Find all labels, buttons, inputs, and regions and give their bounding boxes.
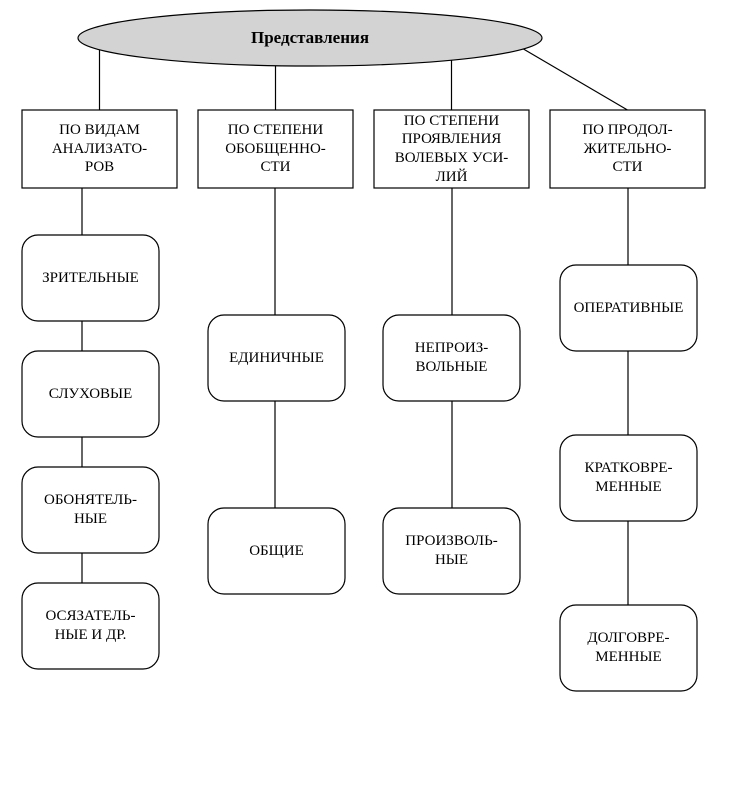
node-label: ПО СТЕПЕНИ ПРОЯВЛЕНИЯ ВОЛЕВЫХ УСИ-ЛИЙ	[378, 112, 525, 186]
node-label: ОСЯЗАТЕЛЬ-НЫЕ И ДР.	[26, 585, 155, 667]
node-label: НЕПРОИЗ-ВОЛЬНЫЕ	[387, 317, 516, 399]
node-label: ОПЕРАТИВНЫЕ	[564, 267, 693, 349]
node-label: КРАТКОВРЕ-МЕННЫЕ	[564, 437, 693, 519]
node-label: ПО СТЕПЕНИ ОБОБЩЕННО-СТИ	[202, 112, 349, 186]
node-label: СЛУХОВЫЕ	[26, 353, 155, 435]
node-label: ОБОНЯТЕЛЬ-НЫЕ	[26, 469, 155, 551]
node-label: ПО ПРОДОЛ-ЖИТЕЛЬНО-СТИ	[554, 112, 701, 186]
node-label: ПРОИЗВОЛЬ-НЫЕ	[387, 510, 516, 592]
node-label: ЗРИТЕЛЬНЫЕ	[26, 237, 155, 319]
node-label: ЕДИНИЧНЫЕ	[212, 317, 341, 399]
node-label: ДОЛГОВРЕ-МЕННЫЕ	[564, 607, 693, 689]
node-label: ОБЩИЕ	[212, 510, 341, 592]
node-label: Представления	[78, 10, 542, 66]
node-label: ПО ВИДАМ АНАЛИЗАТО-РОВ	[26, 112, 173, 186]
